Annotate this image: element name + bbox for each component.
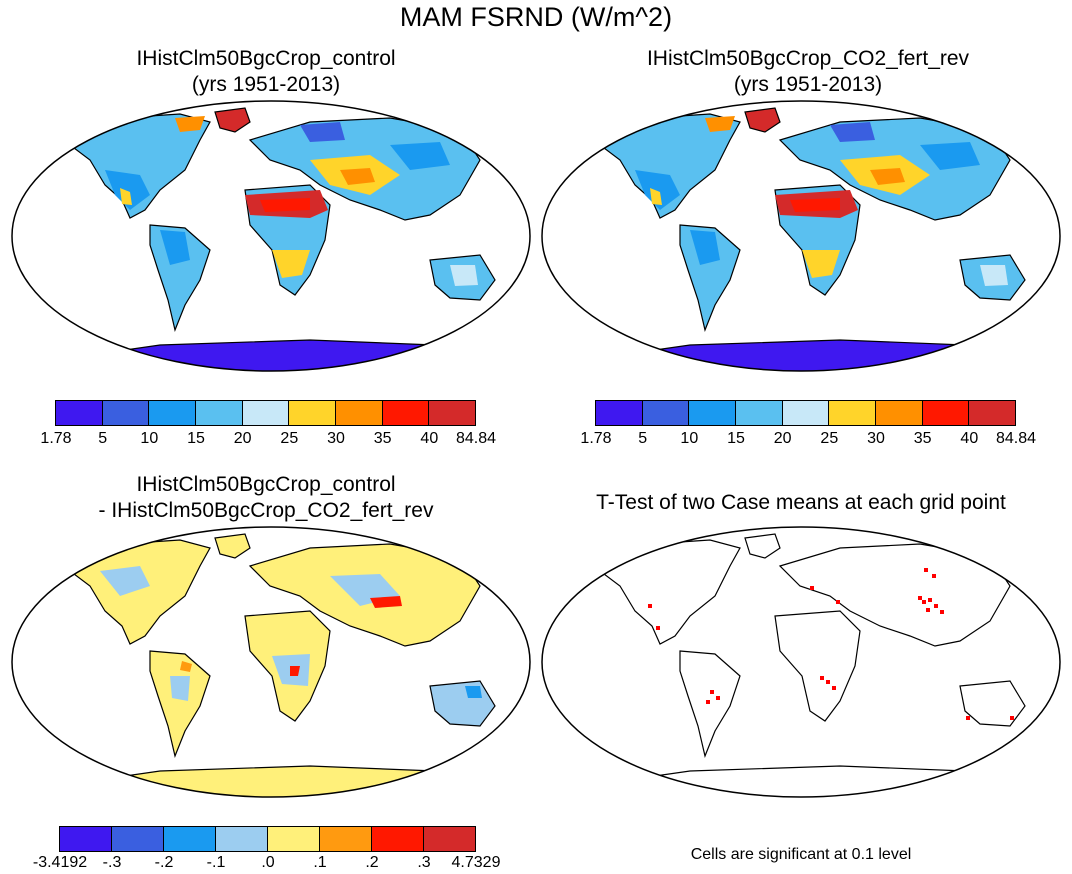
- colorbar-tick-label: -.2: [154, 854, 174, 871]
- panel-2-title: IHistClm50BgcCrop_CO2_fert_rev (yrs 1951…: [552, 46, 1064, 98]
- panel-1-title-line2: (yrs 1951-2013): [191, 73, 341, 96]
- colorbar-panel-2: [595, 400, 1017, 426]
- greenland: [744, 533, 781, 559]
- north-america: [69, 539, 211, 645]
- colorbar-tick-label: 10: [680, 430, 699, 447]
- colorbar-tick-label: 10: [140, 430, 159, 447]
- colorbar-tick-label: 84.84: [995, 430, 1037, 447]
- greenland: [214, 107, 251, 133]
- colorbar-tick-label: 20: [773, 430, 792, 447]
- south-america: [149, 224, 211, 332]
- south-america: [679, 650, 741, 758]
- colorbar-swatch: [371, 826, 424, 852]
- colorbar-swatch: [335, 400, 383, 426]
- colorbar-tick-label: 84.84: [455, 430, 497, 447]
- colorbar-swatch: [319, 826, 372, 852]
- south-america: [679, 224, 741, 332]
- colorbar-swatch: [195, 400, 243, 426]
- colorbar-swatch: [215, 826, 268, 852]
- colorbar-tick-label: 35: [373, 430, 392, 447]
- map-panel-4: [541, 526, 1061, 798]
- colorbar-swatch: [921, 400, 970, 426]
- colorbar-tick-label: -3.4192: [32, 854, 88, 871]
- colorbar-tick-label: 1.78: [580, 430, 612, 447]
- colorbar-tick-label: 1.78: [40, 430, 72, 447]
- colorbar-tick-label: 5: [638, 430, 648, 447]
- colorbar-tick-label: -.3: [102, 854, 122, 871]
- colorbar-swatch: [101, 400, 150, 426]
- colorbar-tick-label: .1: [313, 854, 327, 871]
- colorbar-swatch: [423, 826, 476, 852]
- colorbar-tick-label: .0: [261, 854, 275, 871]
- panel-3-title-line2: - IHistClm50BgcCrop_CO2_fert_rev: [98, 499, 434, 522]
- north-america: [69, 113, 211, 219]
- colorbar-tick-label: -.1: [206, 854, 226, 871]
- map-panel-2: [541, 100, 1061, 372]
- colorbar-swatch: [641, 400, 690, 426]
- map-panel-1: [11, 100, 531, 372]
- colorbar-swatch: [781, 400, 830, 426]
- australia: [959, 680, 1026, 727]
- colorbar-tick-label: 4.7329: [451, 854, 501, 871]
- panel-3-title-line1: IHistClm50BgcCrop_control: [136, 473, 396, 496]
- colorbar-swatch: [267, 826, 320, 852]
- colorbar-tick-label: 15: [187, 430, 205, 447]
- colorbar-swatch: [428, 400, 477, 426]
- map-panel-3: [11, 526, 531, 798]
- colorbar-swatch: [875, 400, 923, 426]
- colorbar-tick-label: 40: [960, 430, 979, 447]
- colorbar-swatch: [288, 400, 337, 426]
- panel-4-title: T-Test of two Case means at each grid po…: [596, 491, 1006, 514]
- colorbar-tick-label: 5: [98, 430, 108, 447]
- colorbar-tick-label: 20: [233, 430, 252, 447]
- colorbar-swatch: [55, 400, 103, 426]
- colorbar-tick-label: 15: [727, 430, 745, 447]
- panel-1-title-line1: IHistClm50BgcCrop_control: [136, 47, 396, 70]
- colorbar-tick-label: 25: [280, 430, 299, 447]
- panel-2-title-line2: (yrs 1951-2013): [733, 73, 883, 96]
- colorbar-tick-label: 40: [420, 430, 439, 447]
- panel-2-title-line1: IHistClm50BgcCrop_CO2_fert_rev: [646, 47, 970, 70]
- africa: [774, 610, 861, 722]
- colorbar-swatch: [968, 400, 1017, 426]
- colorbar-swatch: [735, 400, 783, 426]
- colorbar-tick-label: 25: [820, 430, 839, 447]
- colorbar-panel-1: [55, 400, 477, 426]
- colorbar-tick-label: 35: [913, 430, 932, 447]
- colorbar-tick-label: 30: [867, 430, 885, 447]
- greenland: [214, 533, 251, 559]
- figure-title: MAM FSRND (W/m^2): [399, 2, 673, 32]
- greenland: [744, 107, 781, 133]
- north-america: [599, 113, 741, 219]
- colorbar-swatch: [148, 400, 197, 426]
- colorbar-swatch: [241, 400, 290, 426]
- colorbar-tick-label: .3: [417, 854, 431, 871]
- significance-note: Cells are significant at 0.1 level: [690, 846, 912, 863]
- colorbar-tick-label: 30: [327, 430, 345, 447]
- colorbar-swatch: [59, 826, 112, 852]
- south-america: [149, 650, 211, 758]
- colorbar-swatch: [688, 400, 737, 426]
- panel-3-title: IHistClm50BgcCrop_control - IHistClm50Bg…: [10, 472, 522, 524]
- colorbar-swatch: [381, 400, 430, 426]
- colorbar-swatch: [163, 826, 216, 852]
- colorbar-panel-3: [59, 826, 476, 852]
- colorbar-swatch: [828, 400, 877, 426]
- colorbar-swatch: [111, 826, 164, 852]
- colorbar-swatch: [595, 400, 643, 426]
- north-america: [599, 539, 741, 645]
- panel-1-title: IHistClm50BgcCrop_control (yrs 1951-2013…: [10, 46, 522, 98]
- colorbar-tick-label: .2: [365, 854, 379, 871]
- significant-cells: [648, 568, 1014, 720]
